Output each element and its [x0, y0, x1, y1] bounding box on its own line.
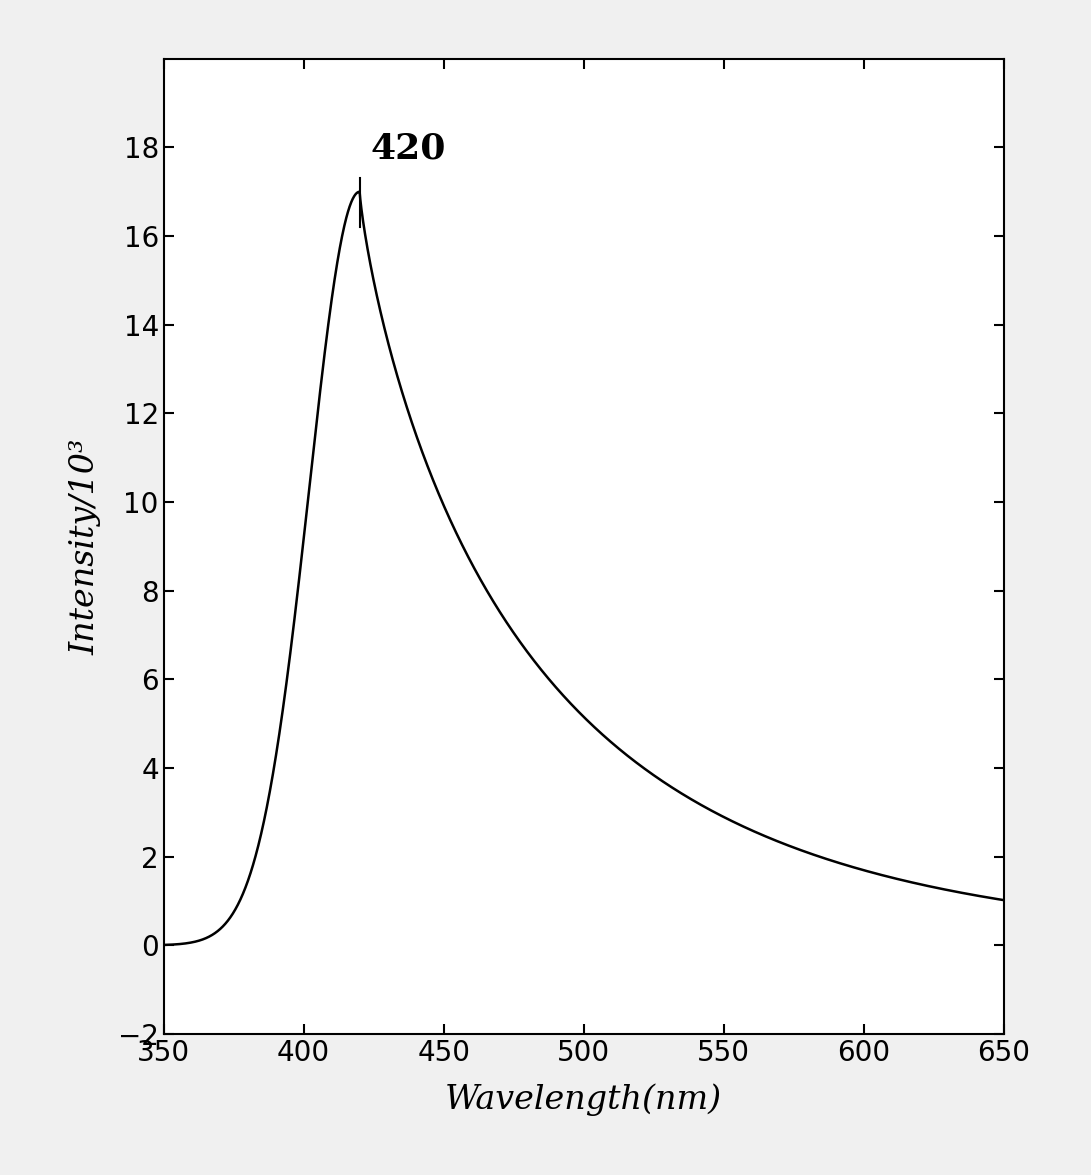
Y-axis label: Intensity/10³: Intensity/10³ [69, 438, 101, 654]
Text: 420: 420 [371, 132, 446, 166]
X-axis label: Wavelength(nm): Wavelength(nm) [445, 1083, 722, 1116]
